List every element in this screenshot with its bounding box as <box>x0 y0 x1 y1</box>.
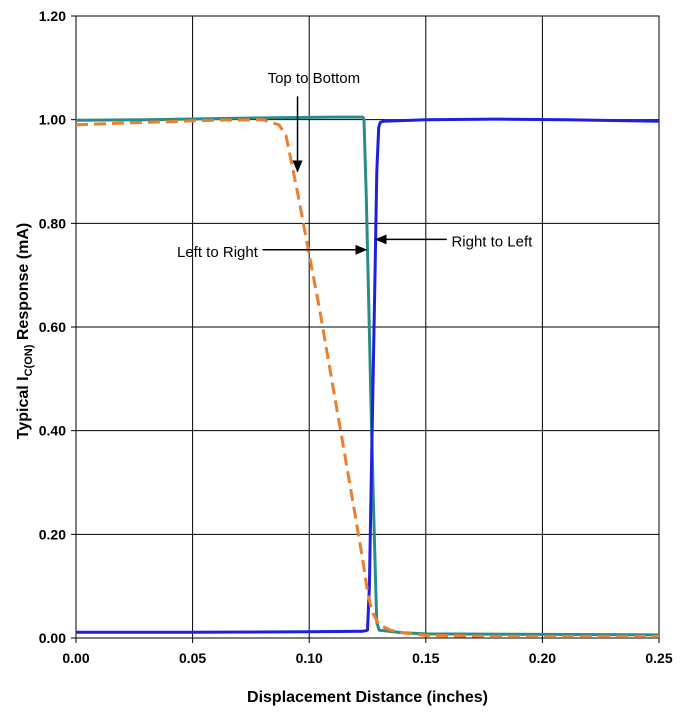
y-axis-label: Typical IC(ON) Response (mA) <box>15 223 35 439</box>
y-tick-label: 1.20 <box>39 8 66 24</box>
axis-ticks: 0.00 0.20 0.40 0.60 0.80 1.00 1.20 0.00 0.05 0.10… <box>39 8 673 666</box>
y-tick-label: 1.00 <box>39 112 66 128</box>
y-tick-label: 0.00 <box>39 630 66 646</box>
x-tick-label: 0.10 <box>296 650 323 666</box>
grid <box>75 15 660 639</box>
annotation-label: Right to Left <box>451 233 533 250</box>
annotation-label: Top to Bottom <box>268 70 361 87</box>
y-tick-label: 0.60 <box>39 319 66 335</box>
series-line-blue <box>76 117 660 634</box>
y-tick-label: 0.20 <box>39 526 66 542</box>
x-tick-label: 0.00 <box>62 650 89 666</box>
x-tick-label: 0.20 <box>529 650 556 666</box>
series-line-teal <box>75 115 660 637</box>
annotations: Top to Bottom Left to Right Right to Left <box>177 70 533 261</box>
annotation-label: Left to Right <box>177 244 259 261</box>
x-axis-label: Displacement Distance (inches) <box>247 689 488 706</box>
y-axis-label-subscript: C(ON) <box>23 344 35 376</box>
series-lines <box>75 115 660 638</box>
y-tick-label: 0.80 <box>39 215 66 231</box>
y-axis-label-prefix: Typical I <box>15 376 32 439</box>
x-tick-label: 0.15 <box>412 650 439 666</box>
x-tick-label: 0.25 <box>645 650 672 666</box>
y-axis-label-suffix: Response (mA) <box>15 223 32 345</box>
x-tick-label: 0.05 <box>179 650 206 666</box>
y-tick-label: 0.40 <box>39 423 66 439</box>
